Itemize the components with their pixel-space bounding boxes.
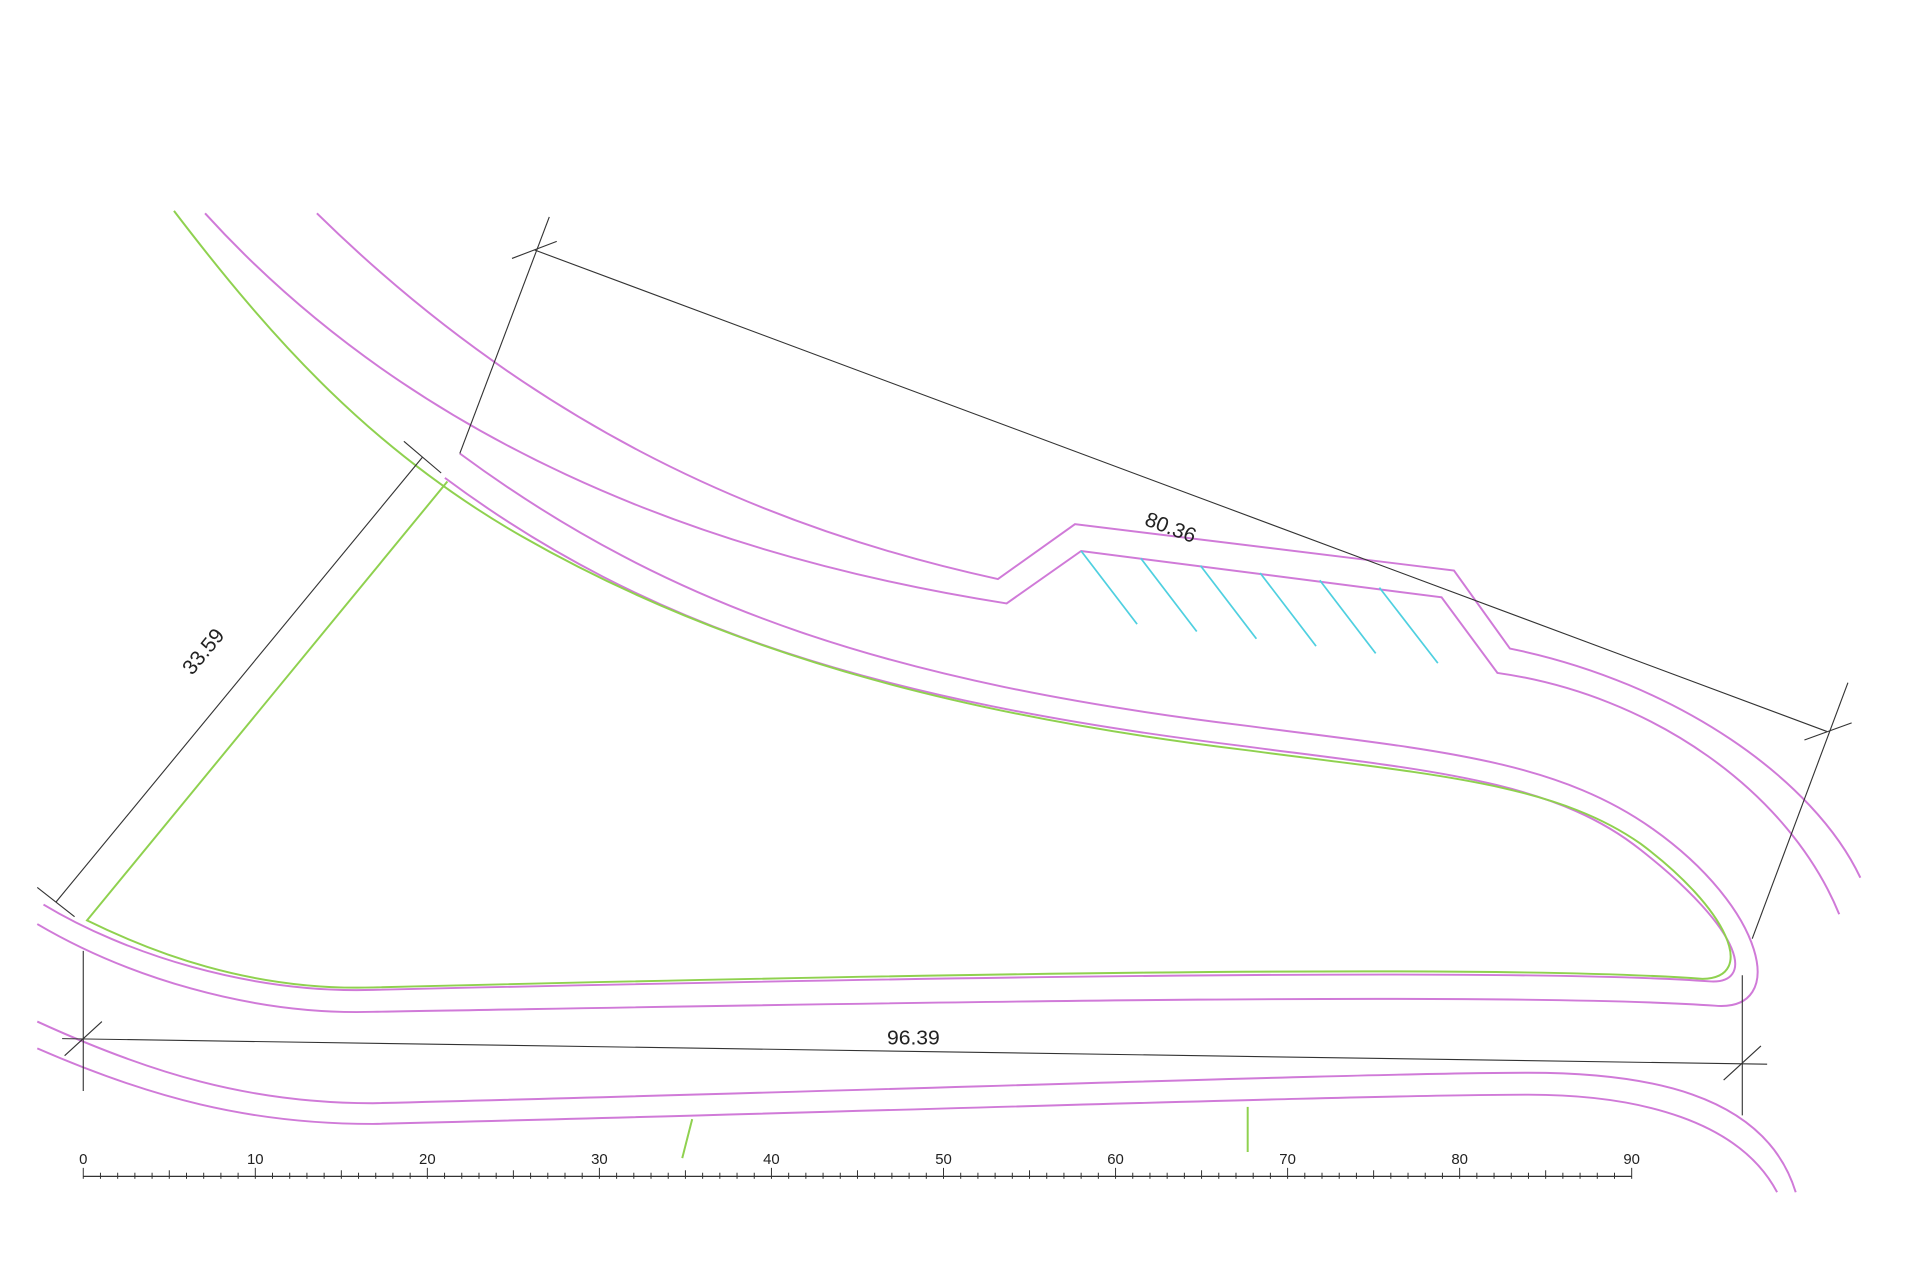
dimension-label: 96.39 (887, 1027, 940, 1050)
dimension-label: 80.36 (1142, 508, 1200, 548)
dimension-label: 33.59 (178, 624, 229, 679)
road-edge (36, 452, 1759, 1014)
hatch (1080, 550, 1439, 664)
scale-label: 10 (247, 1152, 264, 1168)
parcel-boundary (85, 210, 1732, 989)
scale-label: 50 (935, 1152, 952, 1168)
boundary-line (681, 1118, 694, 1159)
scale-bar: 0 10 20 30 40 50 60 70 80 90 (79, 1152, 1640, 1179)
road-edge (316, 212, 1862, 879)
scale-label: 90 (1623, 1152, 1640, 1168)
scale-label: 40 (763, 1152, 780, 1168)
road-edge (36, 1020, 1797, 1193)
scale-label: 70 (1279, 1152, 1296, 1168)
scale-label: 80 (1451, 1152, 1468, 1168)
scale-label: 30 (591, 1152, 608, 1168)
dimension (62, 950, 1768, 1116)
road-edge (204, 212, 1841, 915)
scale-label: 20 (419, 1152, 436, 1168)
road-edge (42, 477, 1737, 992)
scale-label: 60 (1107, 1152, 1124, 1168)
scale-label: 0 (79, 1152, 87, 1168)
dimension (36, 440, 442, 918)
road-edge (36, 1047, 1778, 1193)
dimension (459, 216, 1852, 939)
